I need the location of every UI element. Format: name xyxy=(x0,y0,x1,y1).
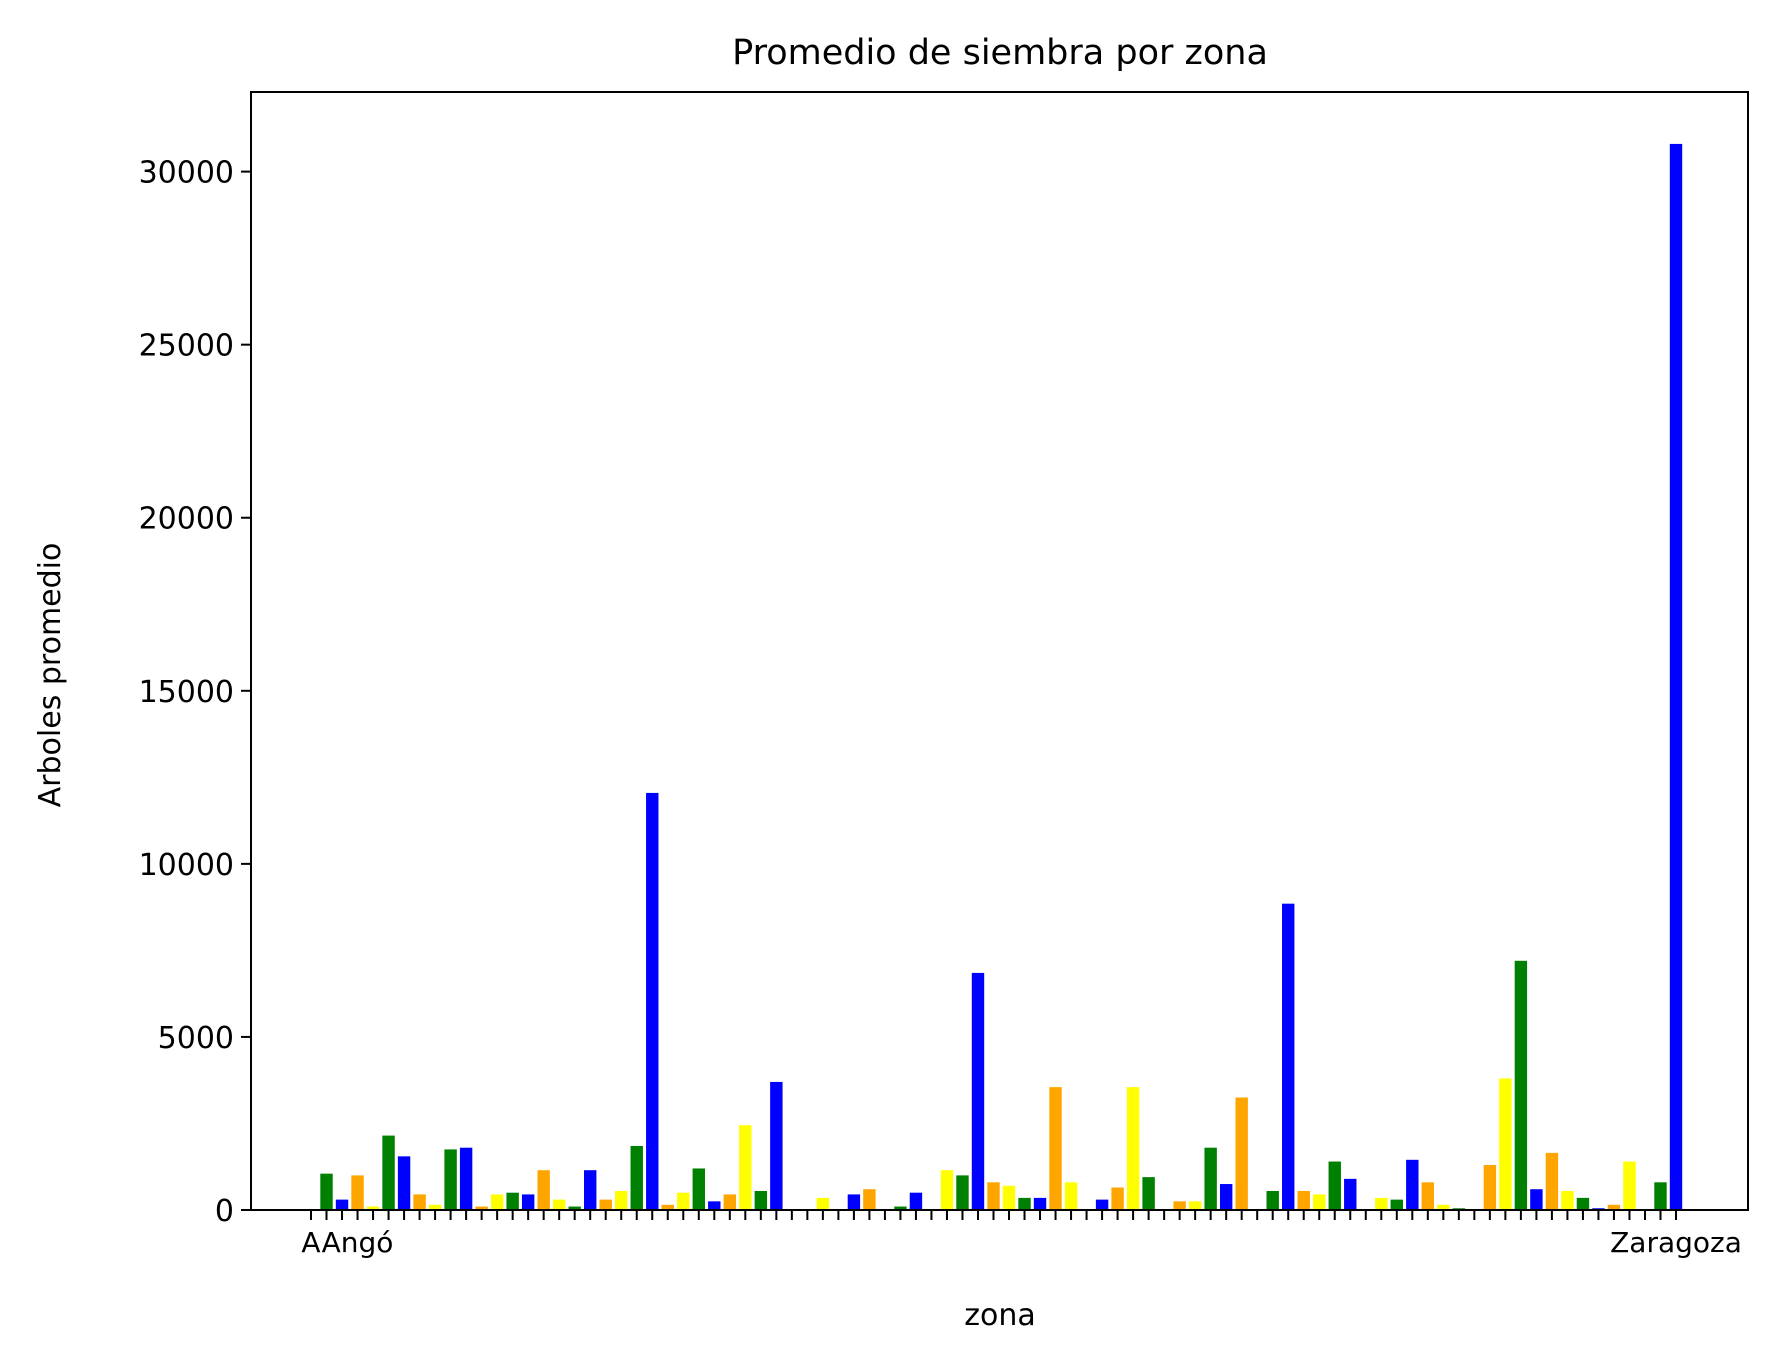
bar xyxy=(1390,1199,1403,1210)
bar xyxy=(909,1192,923,1210)
bar xyxy=(397,1156,411,1210)
bar xyxy=(847,1194,861,1210)
bar xyxy=(475,1206,488,1210)
bar xyxy=(490,1194,504,1210)
bar xyxy=(1530,1189,1543,1210)
bar xyxy=(1235,1097,1248,1210)
bar xyxy=(1111,1187,1124,1210)
bar xyxy=(444,1149,457,1210)
bar xyxy=(506,1192,519,1210)
y-tick-label: 0 xyxy=(215,1194,234,1229)
bar xyxy=(677,1192,690,1210)
bar xyxy=(1437,1204,1450,1210)
bar xyxy=(1654,1182,1667,1210)
y-tick-label: 10000 xyxy=(139,848,234,883)
bar xyxy=(1002,1185,1016,1210)
bar xyxy=(459,1147,473,1210)
bar xyxy=(1033,1197,1047,1210)
bar xyxy=(1421,1182,1435,1210)
bar xyxy=(1095,1199,1109,1210)
bar xyxy=(971,972,985,1210)
bar xyxy=(956,1175,969,1210)
y-axis-ticks: 0 5000 10000 15000 20000 25000 30000 xyxy=(139,156,251,1229)
bar xyxy=(537,1170,550,1210)
bar xyxy=(646,792,659,1210)
bar xyxy=(1142,1177,1155,1210)
bars-group xyxy=(320,143,1683,1210)
bar xyxy=(366,1206,380,1210)
y-tick-label: 30000 xyxy=(139,156,234,191)
bar xyxy=(1328,1161,1341,1210)
bar xyxy=(630,1145,643,1210)
bar xyxy=(754,1190,768,1210)
x-tick-label: Angó xyxy=(322,1226,394,1259)
bar xyxy=(1266,1190,1279,1210)
bar xyxy=(1623,1161,1636,1210)
y-axis-label: Arboles promedio xyxy=(33,543,68,808)
bar xyxy=(1126,1087,1140,1210)
bar xyxy=(894,1206,907,1210)
bar xyxy=(661,1204,674,1210)
bar xyxy=(1406,1159,1419,1210)
bar xyxy=(615,1190,628,1210)
bar xyxy=(1576,1197,1590,1210)
bar xyxy=(863,1189,876,1210)
x-axis-ticks: A Angó Zaragoza xyxy=(301,1210,1742,1259)
bar xyxy=(1344,1178,1357,1210)
plot-frame xyxy=(250,91,1749,1211)
bar xyxy=(1313,1194,1326,1210)
bar xyxy=(708,1201,721,1210)
bar xyxy=(552,1199,566,1210)
y-tick-label: 20000 xyxy=(139,502,234,537)
bar xyxy=(351,1175,364,1210)
bar xyxy=(692,1168,705,1210)
bar xyxy=(428,1204,442,1210)
x-tick-label: Zaragoza xyxy=(1610,1226,1742,1259)
bar xyxy=(1297,1190,1310,1210)
bar xyxy=(1204,1147,1217,1210)
bar xyxy=(599,1199,612,1210)
bar xyxy=(1064,1182,1078,1210)
y-tick-label: 15000 xyxy=(139,675,234,710)
bar xyxy=(1018,1197,1031,1210)
bar xyxy=(940,1170,954,1210)
bar xyxy=(382,1135,395,1210)
bar xyxy=(1561,1190,1574,1210)
y-tick-label: 25000 xyxy=(139,329,234,364)
bar xyxy=(1219,1184,1233,1210)
bar xyxy=(1188,1201,1202,1210)
bar xyxy=(320,1173,333,1210)
bar xyxy=(335,1199,349,1210)
bar xyxy=(1545,1152,1559,1210)
chart-title: Promedio de siembra por zona xyxy=(732,33,1268,73)
y-tick-label: 5000 xyxy=(158,1021,234,1056)
bar xyxy=(584,1170,597,1210)
bar xyxy=(568,1206,581,1210)
bar xyxy=(739,1125,752,1210)
bar xyxy=(723,1194,737,1210)
bar xyxy=(521,1194,535,1210)
bar xyxy=(1375,1197,1388,1210)
bar xyxy=(1173,1201,1186,1210)
bar xyxy=(1049,1087,1062,1210)
bar xyxy=(770,1081,783,1210)
x-axis-label: zona xyxy=(964,1298,1036,1333)
bar xyxy=(1607,1204,1621,1210)
x-tick-label: A xyxy=(301,1226,320,1259)
bar xyxy=(1282,903,1295,1210)
bar xyxy=(1669,143,1683,1210)
bar xyxy=(987,1182,1000,1210)
bar xyxy=(413,1194,426,1210)
bar xyxy=(1499,1078,1512,1210)
bar xyxy=(1483,1165,1497,1210)
bar xyxy=(816,1197,830,1210)
bar xyxy=(1514,960,1528,1210)
